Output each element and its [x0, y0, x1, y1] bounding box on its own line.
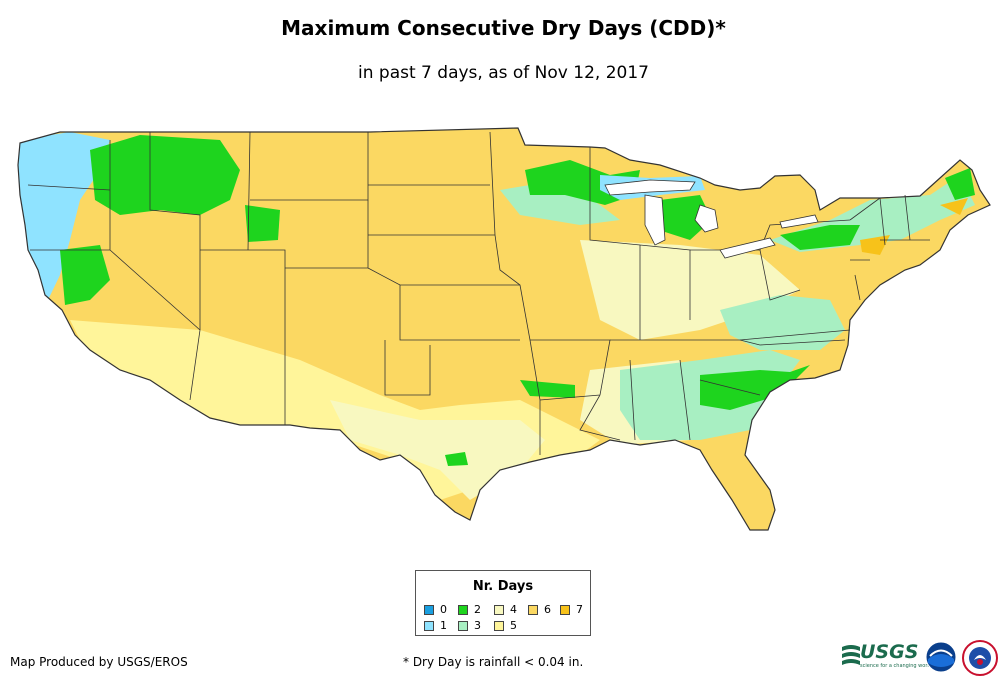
legend-item-4: 4	[494, 603, 517, 616]
usgs-wordmark: USGS	[860, 641, 919, 663]
legend-label: 0	[440, 603, 447, 616]
legend-label: 2	[474, 603, 481, 616]
legend-item-0: 0	[424, 603, 447, 616]
legend-item-7: 7	[560, 603, 583, 616]
map-title: Maximum Consecutive Dry Days (CDD)*	[281, 16, 726, 40]
dry-day-note: * Dry Day is rainfall < 0.04 in.	[403, 655, 584, 669]
map-subtitle: in past 7 days, as of Nov 12, 2017	[358, 63, 649, 83]
legend-label: 3	[474, 619, 481, 632]
usgs-logo: USGS science for a changing world	[842, 641, 932, 671]
legend-label: 7	[576, 603, 583, 616]
legend-item-5: 5	[494, 619, 517, 632]
legend-swatch	[424, 604, 434, 615]
legend-title: Nr. Days	[472, 579, 534, 594]
usgs-wave-icon	[842, 645, 860, 665]
legend-label: 4	[510, 603, 517, 616]
nws-logo-icon	[962, 640, 998, 676]
legend-item-6: 6	[528, 603, 551, 616]
country-outline	[17, 127, 991, 531]
legend-swatch	[528, 604, 538, 615]
usgs-tagline: science for a changing world	[860, 663, 932, 669]
great-lakes	[604, 179, 819, 259]
legend-label: 1	[440, 619, 447, 632]
legend-swatch	[458, 620, 468, 631]
map-fill	[18, 128, 990, 530]
legend-swatch	[494, 620, 504, 631]
map-credit: Map Produced by USGS/EROS	[10, 655, 188, 669]
legend-swatch	[458, 604, 468, 615]
noaa-logo-icon	[925, 641, 957, 673]
legend-item-3: 3	[458, 619, 481, 632]
legend-item-1: 1	[424, 619, 447, 632]
legend-swatch	[424, 620, 434, 631]
legend-label: 6	[544, 603, 551, 616]
legend-label: 5	[510, 619, 517, 632]
legend-swatch	[494, 604, 504, 615]
legend: Nr. Days 0 1 2 3 4 5 6 7	[415, 570, 591, 636]
legend-item-2: 2	[458, 603, 481, 616]
legend-swatch	[560, 604, 570, 615]
